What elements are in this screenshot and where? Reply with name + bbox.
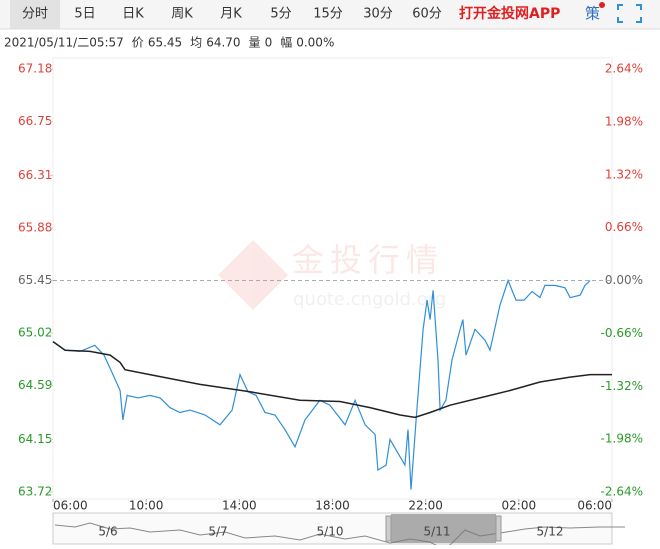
info-label: 均	[190, 36, 202, 50]
series-line	[52, 340, 612, 419]
info-label: 量	[249, 36, 261, 50]
navigator-handle[interactable]	[385, 515, 392, 542]
x-tick-label: 10:00	[129, 499, 164, 513]
info-value: 65.45	[148, 36, 182, 50]
x-tick-label: 06:00	[53, 499, 88, 513]
y2-tick-label: 1.98%	[605, 114, 643, 128]
tab[interactable]: 30分	[363, 7, 393, 22]
notify-dot	[599, 2, 605, 8]
y-tick-label: 63.72	[18, 485, 52, 499]
y-tick-label: 65.88	[18, 220, 52, 234]
fullscreen-icon[interactable]	[617, 4, 642, 23]
y-tick-label: 66.31	[18, 168, 52, 182]
y2-tick-label: -1.32%	[601, 379, 643, 393]
strategy-button[interactable]: 策	[585, 5, 600, 23]
watermark: 金投行情 quote.cngold.org	[218, 240, 446, 310]
y2-tick-label: 2.64%	[605, 62, 643, 76]
y-tick-label: 65.45	[18, 273, 52, 287]
y2-tick-label: 0.00%	[605, 273, 643, 287]
info-value: 0	[265, 36, 273, 50]
y2-tick-label: -2.64%	[601, 485, 643, 499]
tab[interactable]: 15分	[313, 7, 343, 22]
tab-selected-bg	[10, 0, 60, 29]
y-tick-label: 64.59	[18, 378, 52, 392]
y2-tick-label: 0.66%	[605, 220, 643, 234]
info-value: 0.00%	[296, 36, 334, 50]
info-time: 2021/05/11/二05:57	[4, 36, 124, 50]
navigator-label: 5/10	[317, 525, 344, 539]
tab[interactable]: 周K	[171, 7, 193, 22]
app-link[interactable]: 打开金投网APP	[459, 5, 560, 22]
navigator-label: 5/11	[424, 525, 451, 539]
y-tick-label: 64.15	[18, 432, 52, 446]
navigator-label: 5/6	[98, 525, 117, 539]
watermark-url: quote.cngold.org	[293, 289, 446, 310]
tab[interactable]: 5日	[74, 7, 95, 22]
x-tick-label: 22:00	[408, 499, 443, 513]
info-value: 64.70	[206, 36, 240, 50]
x-tick-label: 14:00	[222, 499, 257, 513]
navigator-window[interactable]	[391, 514, 496, 543]
series-line	[52, 278, 591, 490]
navigator	[52, 512, 613, 545]
navigator-label: 5/7	[208, 525, 227, 539]
watermark-logo	[218, 240, 288, 310]
tab[interactable]: 日K	[122, 7, 144, 22]
tab[interactable]: 60分	[412, 7, 442, 22]
y-tick-label: 65.02	[18, 326, 52, 340]
y2-tick-label: -1.98%	[601, 432, 643, 446]
watermark-name: 金投行情	[292, 241, 444, 279]
y2-tick-label: -0.66%	[601, 326, 643, 340]
y-tick-label: 67.18	[18, 62, 52, 76]
y2-tick-label: 1.32%	[605, 167, 643, 181]
x-tick-label: 02:00	[502, 499, 537, 513]
x-tick-label: 06:00	[577, 499, 612, 513]
tab-bar	[0, 0, 660, 29]
tab[interactable]: 月K	[220, 7, 242, 22]
navigator-label: 5/12	[537, 525, 564, 539]
x-tick-label: 18:00	[315, 499, 350, 513]
info-label: 价	[132, 36, 144, 50]
tab[interactable]: 5分	[270, 7, 291, 22]
navigator-handle[interactable]	[495, 515, 502, 542]
y-tick-label: 66.75	[18, 114, 52, 128]
info-label: 幅	[280, 35, 292, 50]
navigator-sparkline	[54, 522, 625, 549]
tab[interactable]: 分时	[22, 7, 48, 22]
